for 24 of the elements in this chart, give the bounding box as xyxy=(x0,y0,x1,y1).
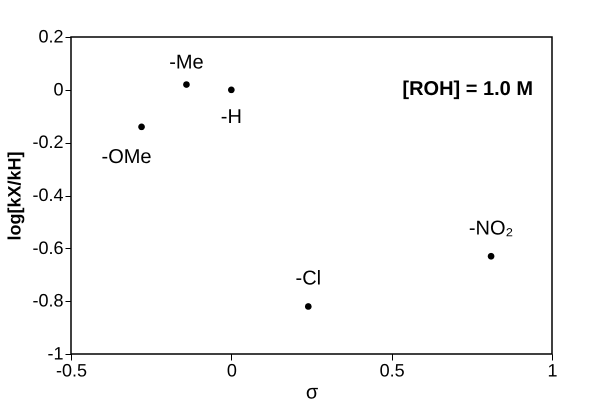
annotation: -NO₂ xyxy=(468,217,514,240)
point xyxy=(138,123,145,130)
annotation: -H xyxy=(220,106,242,128)
annotation: [ROH] = 1.0 M xyxy=(402,78,533,100)
y-tick-label: 0.2 xyxy=(38,26,64,46)
annotation: -Cl xyxy=(296,267,322,290)
x-axis-title: σ xyxy=(306,382,319,404)
y-tick-label: -0.4 xyxy=(32,185,64,205)
y-tick-label: -0.8 xyxy=(32,290,64,311)
y-axis-title: log[kX/kH] xyxy=(4,151,24,241)
x-tick-label: 1 xyxy=(547,360,558,380)
y-tick-label: -1 xyxy=(47,344,64,364)
y-tick-label: 0 xyxy=(53,79,64,100)
point xyxy=(228,86,235,94)
point xyxy=(488,252,494,260)
point xyxy=(304,303,312,310)
y-tick-label: -0.6 xyxy=(32,238,64,258)
x-tick-label: 0.5 xyxy=(380,360,405,380)
x-tick-label: -0.5 xyxy=(56,360,88,380)
annotation: -OMe xyxy=(102,146,152,168)
point xyxy=(183,81,190,88)
annotation: -Me xyxy=(169,52,204,74)
y-tick-label: -0.2 xyxy=(32,132,64,152)
x-tick-label: 0 xyxy=(226,360,237,380)
